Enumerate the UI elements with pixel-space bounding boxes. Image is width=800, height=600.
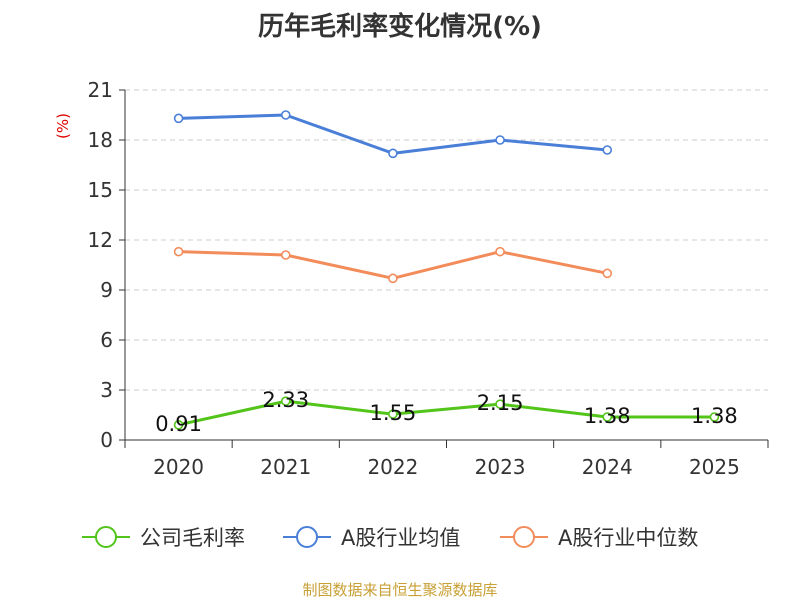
series-line-0 (178, 399, 715, 427)
y-tick-label: 15 (88, 178, 113, 202)
data-point (173, 420, 184, 430)
data-point (173, 246, 184, 257)
data-point (388, 148, 398, 159)
data-labels: 0.91 2.33 1.55 2.15 1.38 1.38 (155, 388, 738, 436)
data-label: 2.15 (477, 391, 524, 415)
x-tick-label: 2022 (367, 455, 418, 479)
data-label: 2.33 (262, 388, 309, 412)
data-point (388, 273, 398, 284)
data-point (602, 412, 613, 422)
data-point (602, 268, 613, 279)
legend-marker (95, 526, 117, 548)
y-tick-label: 18 (88, 128, 113, 152)
series-lines (178, 113, 715, 427)
data-point (173, 113, 184, 124)
data-point (280, 396, 291, 406)
data-label: 1.55 (370, 401, 417, 425)
y-tick-label: 9 (100, 278, 113, 302)
legend: 公司毛利率 A股行业均值 A股行业中位数 (82, 526, 698, 550)
data-point (709, 412, 720, 422)
x-tick-label: 2024 (582, 455, 633, 479)
y-tick-label: 21 (88, 78, 113, 102)
data-label: 1.38 (584, 404, 631, 428)
x-tick-label: 2023 (475, 455, 526, 479)
x-tick-label: 2021 (260, 455, 311, 479)
data-point (495, 246, 505, 257)
x-tick-label: 2020 (153, 455, 204, 479)
data-point (280, 110, 291, 120)
source-note: 制图数据来自恒生聚源数据库 (302, 581, 498, 599)
x-tick-label: 2025 (689, 455, 740, 479)
y-tick-labels: 0 3 6 9 12 15 18 21 (88, 78, 113, 452)
legend-marker (296, 526, 318, 548)
legend-label: 公司毛利率 (140, 526, 245, 550)
data-label: 1.38 (691, 404, 738, 428)
chart-title: 历年毛利率变化情况(%) (258, 12, 542, 42)
legend-label: A股行业均值 (341, 526, 460, 550)
axes (119, 89, 769, 448)
x-tick-labels: 2020 2021 2022 2023 2024 2025 (153, 455, 740, 479)
y-tick-label: 0 (100, 428, 113, 452)
y-tick-label: 3 (100, 378, 113, 402)
legend-label: A股行业中位数 (558, 526, 698, 550)
legend-marker (513, 526, 535, 548)
data-point (602, 145, 613, 155)
y-tick-label: 12 (88, 228, 113, 252)
y-axis-label: (%) (54, 113, 72, 139)
data-point (495, 135, 505, 145)
series-points (173, 110, 720, 430)
y-tick-label: 6 (100, 328, 113, 352)
series-line-1 (178, 113, 608, 155)
gridlines (125, 89, 768, 391)
data-label: 0.91 (155, 412, 202, 436)
data-point (280, 250, 291, 260)
data-point (388, 409, 398, 419)
data-point (495, 399, 505, 409)
